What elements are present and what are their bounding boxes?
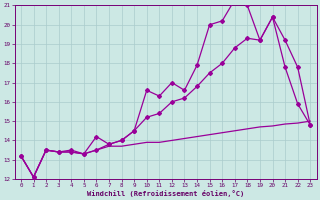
X-axis label: Windchill (Refroidissement éolien,°C): Windchill (Refroidissement éolien,°C) xyxy=(87,190,244,197)
